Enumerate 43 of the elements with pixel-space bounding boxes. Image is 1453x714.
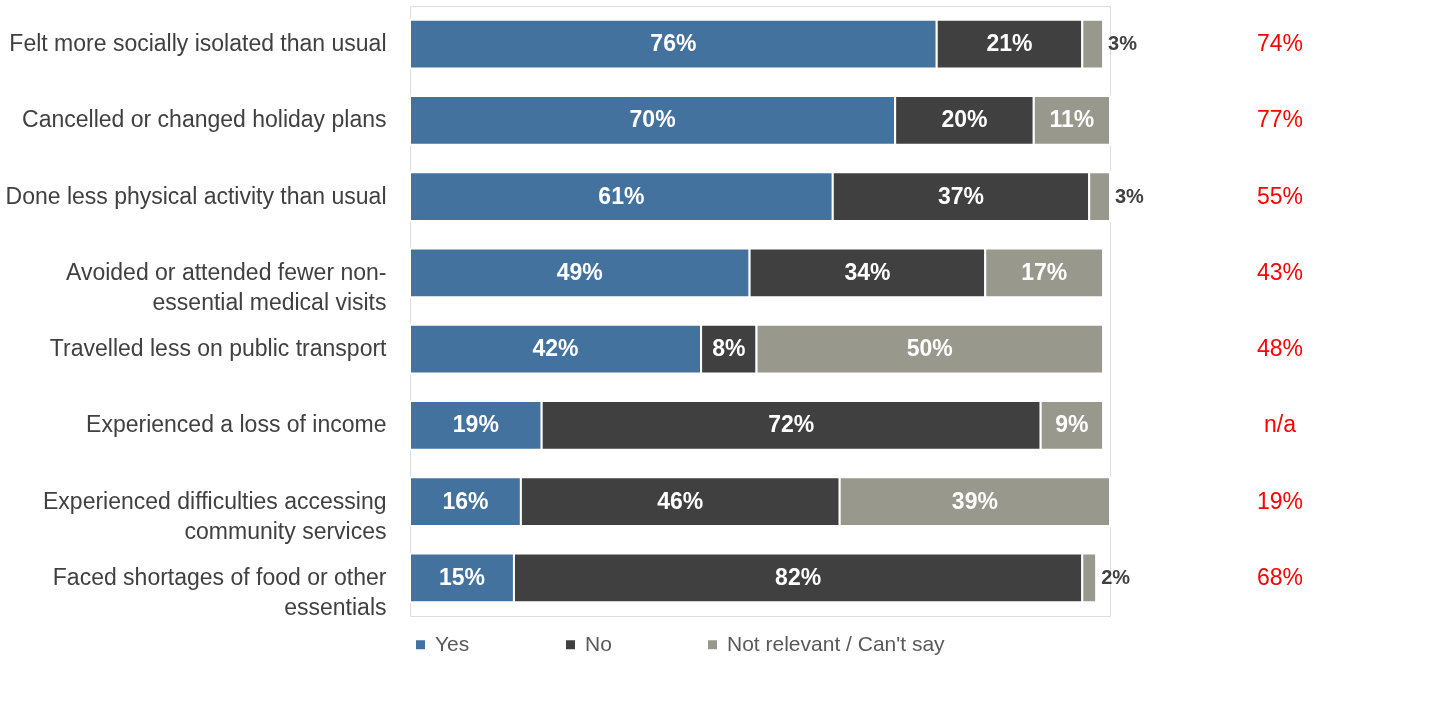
data-label: 46%: [657, 487, 704, 514]
data-label: 19%: [452, 411, 499, 438]
legend-label: No: [585, 631, 612, 655]
text: 48%: [1256, 335, 1304, 362]
y-tick-label: Avoided or attended fewer non-essential medical visits: [65, 258, 387, 315]
data-label: 50%: [906, 335, 953, 362]
text: 68%: [1256, 563, 1304, 590]
text: 77%: [1256, 106, 1304, 133]
y-tick-label: Done less physical activity than usual: [5, 182, 387, 209]
text: 43%: [1256, 258, 1304, 285]
y-tick-label: Cancelled or changed holiday plans: [22, 106, 387, 133]
data-label: 76%: [650, 30, 697, 57]
data-label: 61%: [598, 182, 645, 209]
data-label: 72%: [768, 411, 815, 438]
text: 19%: [1256, 487, 1304, 514]
data-label: 82%: [775, 563, 822, 590]
text: 74%: [1256, 30, 1304, 57]
text: n/a: [1264, 411, 1297, 438]
y-tick-label: Faced shortages of food or other essentials: [52, 563, 387, 620]
legend-label: Not relevant / Can't say: [727, 631, 946, 655]
data-label: 3%: [1108, 32, 1138, 55]
data-label: 11%: [1049, 106, 1095, 133]
data-label: 2%: [1101, 565, 1131, 588]
data-label: 3%: [1115, 184, 1145, 207]
y-tick-label: Felt more socially isolated than usual: [9, 30, 387, 57]
data-label: 39%: [951, 487, 998, 514]
data-label: 49%: [556, 258, 603, 285]
data-label: 20%: [941, 106, 988, 133]
data-label: 8%: [712, 335, 746, 362]
y-tick-label: Experienced difficulties accessing community services: [43, 487, 387, 544]
y-tick-label: Travelled less on public transport: [49, 335, 388, 362]
y-tick-label: Experienced a loss of income: [86, 411, 387, 438]
legend-label: Yes: [435, 631, 470, 655]
text: 55%: [1256, 182, 1304, 209]
data-label: 70%: [629, 106, 676, 133]
data-label: 34%: [844, 258, 891, 285]
data-label: 21%: [986, 30, 1033, 57]
data-label: 15%: [438, 563, 485, 590]
data-label: 42%: [532, 335, 579, 362]
data-label: 37%: [937, 182, 985, 209]
data-label: 9%: [1055, 411, 1089, 438]
data-label: 16%: [442, 487, 489, 514]
data-label: 17%: [1021, 258, 1068, 285]
